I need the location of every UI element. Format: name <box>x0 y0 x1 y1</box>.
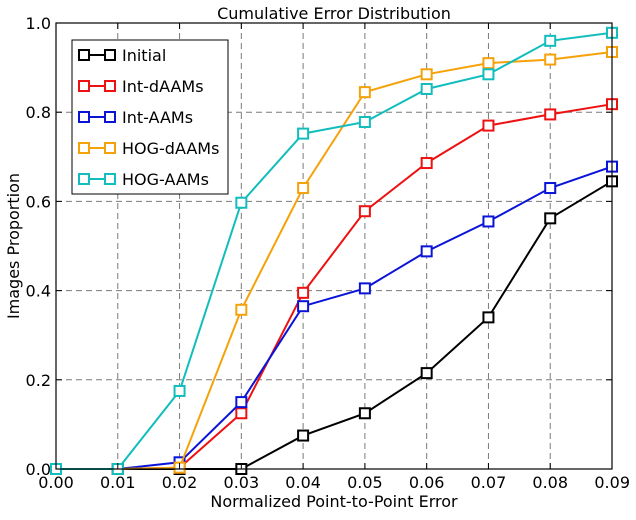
data-point-hog-daams <box>358 86 371 99</box>
x-tick-label: 0.09 <box>594 473 630 492</box>
data-point-hog-aams <box>173 384 186 397</box>
data-point-int-aams <box>544 182 557 195</box>
series-line-int-aams <box>56 165 613 470</box>
legend-label: HOG-AAMs <box>122 170 209 189</box>
x-tick-label: 0.03 <box>224 473 260 492</box>
y-tick-label: 0.6 <box>26 192 51 211</box>
data-point-int-aams <box>235 396 248 409</box>
data-point-int-daams <box>420 157 433 170</box>
legend-label: HOG-dAAMs <box>122 139 219 158</box>
x-tick-label: 0.04 <box>285 473 321 492</box>
data-point-initial <box>358 407 371 420</box>
data-point-hog-aams <box>420 83 433 96</box>
x-tick-labels: 0.00 0.01 0.02 0.03 0.04 0.05 0.06 0.07 0.08 0.09 <box>38 473 630 492</box>
data-point-int-daams <box>358 205 371 218</box>
series-line-hog-aams <box>56 31 613 470</box>
data-point-hog-daams <box>297 182 310 195</box>
y-tick-labels: 0.0 0.2 0.4 0.6 0.8 1.0 <box>26 14 51 479</box>
data-point-hog-aams <box>358 116 371 129</box>
data-point-initial <box>420 367 433 380</box>
x-axis-label: Normalized Point-to-Point Error <box>210 492 458 511</box>
data-point-initial <box>544 212 557 225</box>
y-axis-label: Images Proportion <box>4 173 23 319</box>
data-point-int-daams <box>235 407 248 420</box>
legend-marker <box>78 80 90 92</box>
data-point-initial <box>297 429 310 442</box>
legend-marker <box>78 111 90 123</box>
legend-marker <box>104 111 116 123</box>
data-point-int-daams <box>482 119 495 132</box>
legend-marker <box>104 80 116 92</box>
data-point-hog-daams <box>420 68 433 81</box>
legend-marker <box>78 142 90 154</box>
y-tick-label: 1.0 <box>26 14 51 33</box>
data-point-int-daams <box>544 108 557 121</box>
data-point-hog-daams <box>544 53 557 66</box>
x-tick-label: 0.01 <box>100 473 136 492</box>
chart-title: Cumulative Error Distribution <box>217 4 451 23</box>
data-point-hog-daams <box>482 57 495 70</box>
legend-item-int-aams: Int-AAMs <box>78 108 193 127</box>
legend-label: Int-dAAMs <box>122 77 204 96</box>
legend: Initial Int-dAAMs Int-AAMs HOG-dAAMs HOG-AAM… <box>71 39 229 195</box>
data-point-hog-aams <box>235 196 248 209</box>
x-tick-label: 0.05 <box>347 473 383 492</box>
x-tick-label: 0.06 <box>409 473 445 492</box>
data-point-hog-aams <box>482 68 495 81</box>
x-tick-label: 0.00 <box>38 473 74 492</box>
x-tick-label: 0.07 <box>471 473 507 492</box>
y-tick-label: 0.4 <box>26 282 51 301</box>
data-point-initial <box>482 311 495 324</box>
data-point-int-daams <box>297 286 310 299</box>
y-tick-label: 0.0 <box>26 460 51 479</box>
axis-ticks <box>55 22 613 470</box>
y-tick-label: 0.2 <box>26 371 51 390</box>
data-point-int-aams <box>297 300 310 313</box>
legend-item-hog-daams: HOG-dAAMs <box>78 139 219 158</box>
data-point-hog-daams <box>235 303 248 316</box>
legend-label: Int-AAMs <box>122 108 193 127</box>
data-point-int-aams <box>420 245 433 258</box>
series-line-hog-daams <box>56 51 613 470</box>
plot-frame <box>55 22 613 470</box>
x-tick-label: 0.08 <box>532 473 568 492</box>
legend-marker <box>104 173 116 185</box>
data-point-hog-aams <box>544 34 557 47</box>
data-point-int-aams <box>358 282 371 295</box>
y-tick-label: 0.8 <box>26 103 51 122</box>
data-point-hog-aams <box>297 127 310 140</box>
legend-marker <box>78 49 90 61</box>
data-point-int-aams <box>482 215 495 228</box>
legend-item-initial: Initial <box>78 46 166 65</box>
legend-item-int-daams: Int-dAAMs <box>78 77 204 96</box>
legend-label: Initial <box>122 46 166 65</box>
x-tick-label: 0.02 <box>162 473 198 492</box>
legend-marker <box>78 173 90 185</box>
legend-item-hog-aams: HOG-AAMs <box>78 170 209 189</box>
legend-marker <box>104 142 116 154</box>
legend-marker <box>104 49 116 61</box>
